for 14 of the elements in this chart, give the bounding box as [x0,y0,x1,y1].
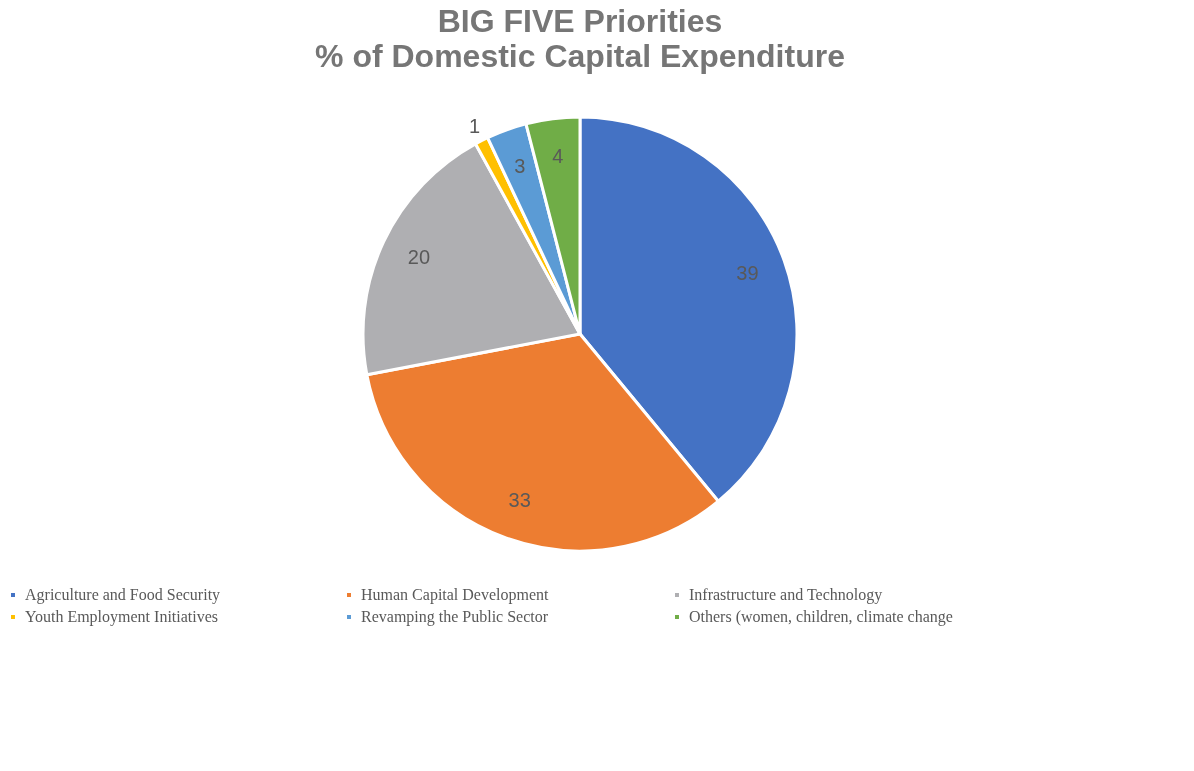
data-label: 4 [552,145,564,168]
data-label: 33 [508,489,531,512]
legend-label: Agriculture and Food Security [25,586,221,604]
legend-label: Human Capital Development [361,586,550,604]
legend-label: Infrastructure and Technology [689,586,883,604]
legend-label: Others (women, children, climate change [689,608,953,626]
data-label: 3 [514,154,526,177]
data-label: 20 [407,246,431,269]
legend-label: Revamping the Public Sector [361,608,549,626]
legend-label: Youth Employment Initiatives [25,608,219,626]
data-label: 1 [469,115,481,138]
data-label: 39 [736,261,759,284]
chart-title: BIG FIVE Priorities [437,2,723,39]
chart-subtitle: % of Domestic Capital Expenditure [315,37,845,74]
